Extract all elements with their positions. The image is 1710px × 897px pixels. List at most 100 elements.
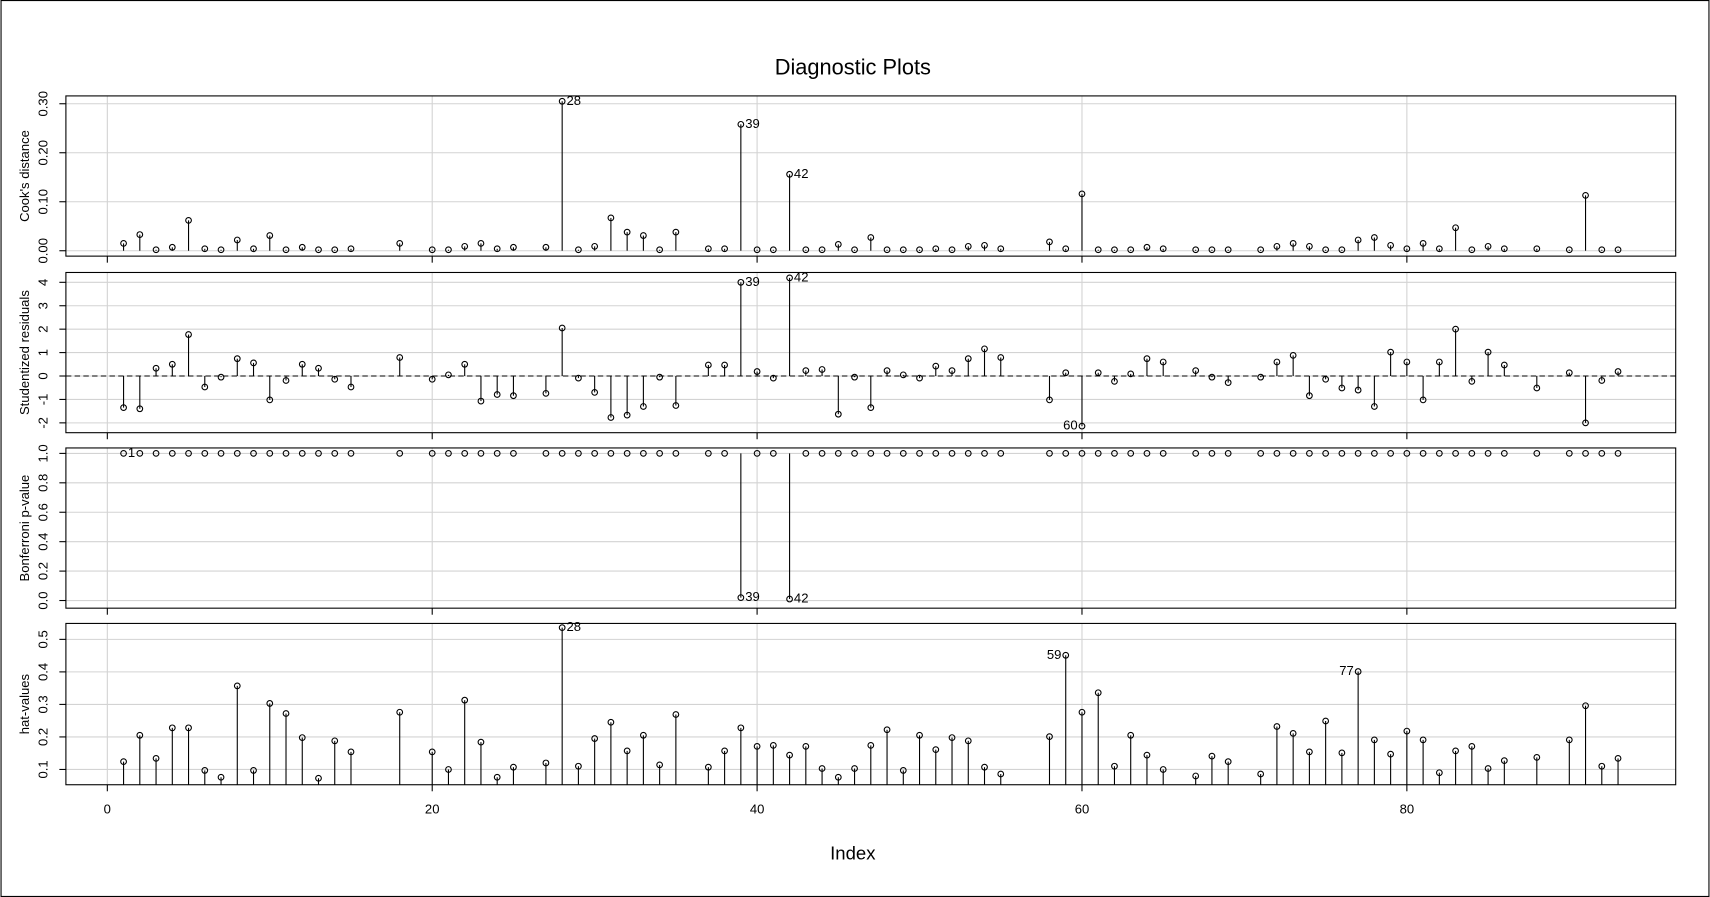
- point: [591, 450, 599, 457]
- stem-point: [802, 742, 810, 785]
- stem-point: [282, 710, 290, 785]
- stem-point: [1484, 765, 1492, 785]
- point: [1192, 367, 1200, 375]
- point: [1273, 723, 1281, 730]
- stem-point: [1257, 373, 1265, 381]
- stem-point: [1338, 749, 1346, 785]
- point: [510, 763, 517, 771]
- stem-point: [769, 246, 777, 254]
- point: [152, 364, 160, 372]
- point: [1306, 242, 1313, 250]
- point: [1338, 450, 1346, 457]
- stem-point: [1127, 246, 1135, 254]
- stem-point: [542, 450, 550, 457]
- point: [575, 374, 582, 382]
- stem-point: [396, 240, 404, 251]
- stem-point: [315, 364, 322, 377]
- point: [510, 450, 517, 457]
- point: [964, 355, 972, 363]
- point: [185, 216, 192, 224]
- point: [185, 331, 192, 338]
- stem-point: [1143, 243, 1151, 251]
- stem-point: [201, 450, 209, 457]
- stem-point: [266, 376, 274, 404]
- point: [1289, 729, 1297, 737]
- stem-point: [477, 240, 485, 251]
- point: [640, 731, 647, 739]
- stem-point: [396, 708, 404, 785]
- stem-point: [786, 751, 793, 785]
- stem-point: [558, 97, 566, 251]
- stem-point: [1387, 241, 1394, 251]
- point: [315, 364, 322, 372]
- point: [656, 761, 664, 769]
- point: [1257, 246, 1265, 254]
- point: [721, 450, 728, 457]
- point: [1565, 369, 1573, 377]
- stem-point: [656, 450, 664, 457]
- stem-point: [1614, 450, 1622, 457]
- point: [1419, 736, 1427, 744]
- point: [298, 734, 306, 741]
- stem-point: [883, 367, 891, 377]
- point: [461, 242, 469, 250]
- point: [802, 450, 810, 457]
- point: [136, 731, 144, 739]
- stem-point: [315, 450, 322, 457]
- stem-point: [266, 232, 274, 251]
- stem-point: [1403, 358, 1411, 377]
- x-tick-label: 20: [425, 801, 440, 816]
- stem-point: [818, 450, 826, 457]
- point: [899, 450, 907, 457]
- stem-point: [185, 724, 192, 785]
- point: [282, 377, 290, 384]
- point: [786, 595, 793, 603]
- stem-point: [152, 755, 160, 785]
- point: [640, 403, 647, 410]
- stem-point: [1452, 325, 1459, 377]
- stem-point: [575, 762, 582, 785]
- point: [266, 450, 274, 457]
- point: [1143, 355, 1151, 363]
- point-label: 1: [128, 445, 135, 460]
- stem-point: [1159, 766, 1167, 785]
- stem-point: [932, 245, 940, 253]
- stem-point: [1403, 727, 1411, 785]
- stem-point: [981, 450, 988, 457]
- stem-point: [445, 371, 452, 379]
- stem-point: [1111, 450, 1118, 457]
- chart-title: Diagnostic Plots: [775, 54, 931, 79]
- stem-point: [477, 376, 485, 405]
- point: [1111, 378, 1118, 385]
- stem-point: [1062, 245, 1070, 253]
- stem-point: [1598, 246, 1606, 254]
- stem-point: [315, 246, 322, 254]
- stem-point: [867, 450, 875, 457]
- stem-point: [1192, 450, 1200, 457]
- stem-point: [428, 748, 436, 785]
- y-tick-label: 0.4: [36, 533, 51, 551]
- stem-point: [510, 243, 517, 251]
- point-label: 42: [794, 591, 809, 606]
- point: [916, 374, 923, 382]
- stem-point: [737, 724, 745, 785]
- stem-point: [1094, 246, 1102, 254]
- stem-point: [1289, 240, 1297, 251]
- point: [1452, 747, 1459, 755]
- stem-point: [916, 374, 923, 382]
- point: [1338, 246, 1346, 254]
- stem-point: [1111, 762, 1118, 785]
- point: [1614, 246, 1622, 254]
- point: [493, 450, 501, 457]
- stem-point: [672, 450, 680, 457]
- point: [672, 450, 680, 457]
- stem-point: [1468, 376, 1476, 385]
- stem-point: [1224, 246, 1232, 254]
- stem-point: [721, 450, 728, 457]
- point: [282, 450, 290, 457]
- stem-point: [721, 245, 728, 253]
- stem-point: [1094, 689, 1102, 785]
- point: [1403, 358, 1411, 366]
- point: [883, 367, 891, 375]
- point: [867, 742, 875, 749]
